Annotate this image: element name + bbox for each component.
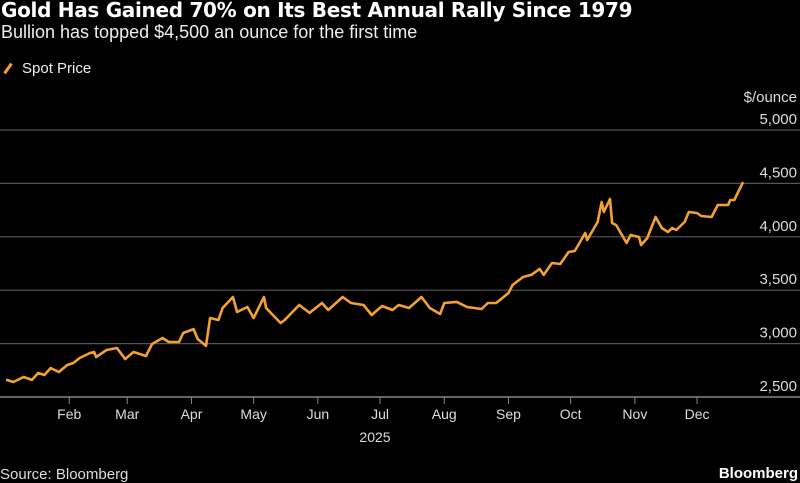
x-tick-label: Feb: [57, 406, 81, 422]
y-tick-label: 4,500: [759, 164, 797, 181]
x-tick-label: Jun: [307, 406, 330, 422]
x-axis-label: 2025: [359, 429, 390, 445]
x-tick-label: Mar: [115, 406, 139, 422]
x-tick-label: Apr: [181, 406, 203, 422]
x-tick-label: May: [240, 406, 266, 422]
source-note: Source: Bloomberg: [0, 466, 128, 483]
x-tick-label: Jul: [371, 406, 389, 422]
x-tick-label: Sep: [496, 406, 521, 422]
x-tick-label: Dec: [685, 406, 710, 422]
y-tick-label: 4,000: [759, 218, 797, 235]
y-tick-label: 3,500: [759, 271, 797, 288]
y-tick-label: 5,000: [759, 111, 797, 128]
x-tick-label: Oct: [560, 406, 582, 422]
y-tick-label: 3,000: [759, 325, 797, 342]
y-tick-label: 2,500: [759, 378, 797, 395]
brand-logo: Bloomberg: [719, 465, 798, 482]
series-line-spot-price: [7, 183, 743, 382]
x-tick-label: Aug: [432, 406, 457, 422]
x-tick-label: Nov: [622, 406, 647, 422]
